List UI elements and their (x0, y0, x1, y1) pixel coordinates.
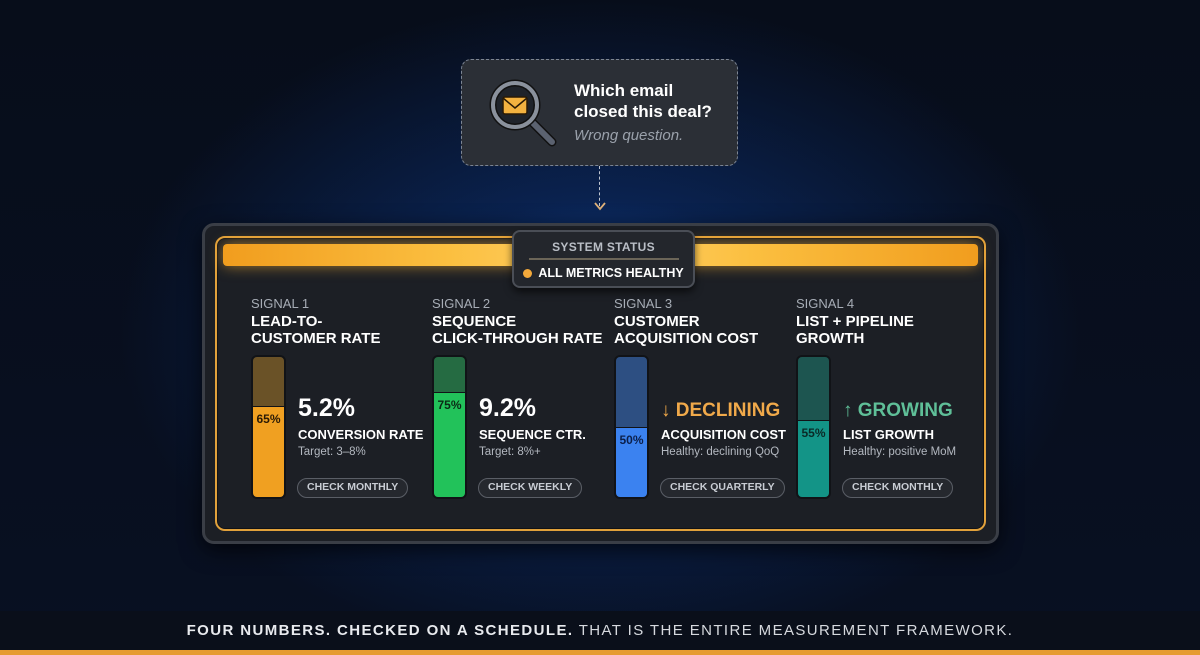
gauge-bar: 55% (796, 355, 831, 499)
question-text: Which email closed this deal? (574, 80, 712, 122)
signal-title: LEAD-TO- CUSTOMER RATE (251, 313, 381, 347)
signal-title: SEQUENCE CLICK-THROUGH RATE (432, 313, 603, 347)
metric-name: SEQUENCE CTR. (479, 427, 586, 442)
signal-title: LIST + PIPELINE GROWTH (796, 313, 914, 347)
signal-value: 9.2% (479, 394, 536, 422)
question-subtitle: Wrong question. (574, 127, 684, 144)
signal-label: SIGNAL 3 (614, 296, 673, 311)
signal-label: SIGNAL 4 (796, 296, 855, 311)
check-frequency-pill: CHECK WEEKLY (478, 478, 583, 498)
metric-name: CONVERSION RATE (298, 427, 424, 442)
dashed-connector (599, 166, 600, 206)
gauge-bar: 65% (251, 355, 286, 499)
system-status-badge: SYSTEM STATUS ALL METRICS HEALTHY (512, 230, 695, 288)
metric-name: ACQUISITION COST (661, 427, 786, 442)
magnifier-envelope-icon (489, 79, 557, 147)
signal-card-2: SIGNAL 2 SEQUENCE CLICK-THROUGH RATE 75%… (432, 296, 607, 506)
check-frequency-pill: CHECK MONTHLY (842, 478, 954, 498)
footer-banner: FOUR NUMBERS. CHECKED ON A SCHEDULE. THA… (0, 611, 1200, 651)
signal-trend: ↑ GROWING (843, 400, 953, 421)
signal-title: CUSTOMER ACQUISITION COST (614, 313, 759, 347)
question-line-2: closed this deal? (574, 102, 712, 121)
metric-target: Target: 8%+ (479, 446, 541, 458)
metric-target: Target: 3–8% (298, 446, 366, 458)
gauge-percent: 50% (619, 433, 644, 447)
status-dot-icon (523, 268, 533, 278)
arrow-down-icon (594, 202, 606, 211)
gauge-percent: 55% (801, 426, 826, 440)
question-card: Which email closed this deal? Wrong ques… (461, 59, 738, 166)
status-divider (528, 258, 679, 260)
gauge-bar: 50% (614, 355, 649, 499)
footer-accent-line (0, 650, 1200, 655)
check-frequency-pill: CHECK MONTHLY (297, 478, 409, 498)
signal-card-1: SIGNAL 1 LEAD-TO- CUSTOMER RATE 65% 5.2%… (251, 296, 426, 506)
footer-light-text: THAT IS THE ENTIRE MEASUREMENT FRAMEWORK… (573, 622, 1014, 639)
gauge-percent: 65% (256, 412, 281, 426)
metric-name: LIST GROWTH (843, 427, 934, 442)
metric-target: Healthy: declining QoQ (661, 446, 780, 458)
question-line-1: Which email (574, 81, 674, 100)
signal-value: 5.2% (298, 394, 355, 422)
signal-card-3: SIGNAL 3 CUSTOMER ACQUISITION COST 50% ↓… (614, 296, 789, 506)
gauge-bar: 75% (432, 355, 467, 499)
footer-bold-text: FOUR NUMBERS. CHECKED ON A SCHEDULE. (186, 622, 574, 639)
signal-card-4: SIGNAL 4 LIST + PIPELINE GROWTH 55% ↑ GR… (796, 296, 971, 506)
signal-label: SIGNAL 1 (251, 296, 310, 311)
signal-trend: ↓ DECLINING (661, 400, 781, 421)
status-value: ALL METRICS HEALTHY (538, 266, 684, 280)
status-title: SYSTEM STATUS (552, 240, 655, 254)
signal-label: SIGNAL 2 (432, 296, 491, 311)
metric-target: Healthy: positive MoM (843, 446, 957, 458)
check-frequency-pill: CHECK QUARTERLY (660, 478, 785, 498)
metrics-panel: SYSTEM STATUS ALL METRICS HEALTHY SIGNAL… (202, 223, 999, 544)
gauge-percent: 75% (437, 398, 462, 412)
